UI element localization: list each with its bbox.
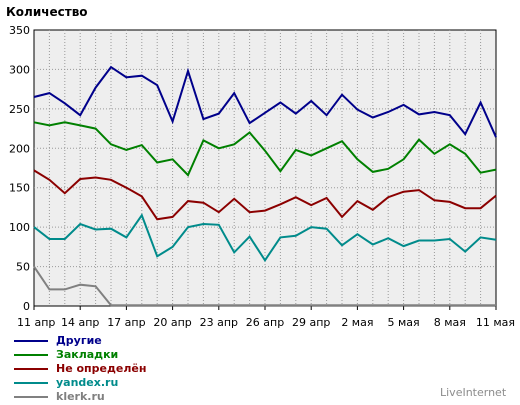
- y-tick-label: 350: [9, 24, 30, 37]
- legend-label: yandex.ru: [56, 376, 119, 389]
- x-tick-label: 14 апр: [61, 316, 99, 329]
- legend-swatch: [14, 368, 48, 370]
- x-tick-label: 29 апр: [292, 316, 330, 329]
- legend-item: Не определён: [14, 362, 146, 376]
- y-tick-label: 0: [23, 300, 30, 313]
- y-tick-label: 100: [9, 221, 30, 234]
- x-tick-label: 17 апр: [107, 316, 145, 329]
- y-tick-label: 300: [9, 63, 30, 76]
- x-tick-label: 11 мая: [476, 316, 515, 329]
- legend: Другие Закладки Не определён yandex.ru klerk…: [14, 334, 146, 404]
- legend-swatch: [14, 354, 48, 356]
- legend-item: Другие: [14, 334, 146, 348]
- chart-title: Количество: [6, 5, 88, 19]
- y-tick-label: 250: [9, 103, 30, 116]
- x-tick-label: 5 мая: [388, 316, 420, 329]
- x-tick-label: 20 апр: [153, 316, 191, 329]
- brand-label: LiveInternet: [440, 386, 507, 399]
- x-tick-label: 26 апр: [246, 316, 284, 329]
- x-tick-label: 11 апр: [17, 316, 55, 329]
- x-tick-label: 23 апр: [200, 316, 238, 329]
- legend-label: klerk.ru: [56, 390, 105, 403]
- x-tick-label: 2 мая: [341, 316, 373, 329]
- legend-swatch: [14, 396, 48, 398]
- series-line-1: [33, 121, 497, 177]
- legend-label: Другие: [56, 334, 102, 347]
- series-line-4: [33, 266, 496, 307]
- series-line-2: [33, 169, 497, 221]
- x-tick-label: 8 мая: [434, 316, 466, 329]
- series-lines: [33, 65, 497, 307]
- y-tick-label: 50: [16, 261, 30, 274]
- y-tick-label: 150: [9, 182, 30, 195]
- legend-swatch: [14, 340, 48, 342]
- legend-item: klerk.ru: [14, 390, 146, 404]
- legend-label: Закладки: [56, 348, 119, 361]
- legend-swatch: [14, 382, 48, 384]
- legend-label: Не определён: [56, 362, 147, 375]
- series-line-0: [33, 65, 497, 138]
- y-tick-label: 200: [9, 142, 30, 155]
- x-axis: 11 апр 14 апр 17 апр 20 апр 23 апр 26 апр 29 а…: [17, 306, 515, 329]
- y-axis: 0 50 100 150 200 250 300 350: [9, 24, 30, 313]
- legend-item: yandex.ru: [14, 376, 146, 390]
- series-line-3: [33, 213, 497, 263]
- legend-item: Закладки: [14, 348, 146, 362]
